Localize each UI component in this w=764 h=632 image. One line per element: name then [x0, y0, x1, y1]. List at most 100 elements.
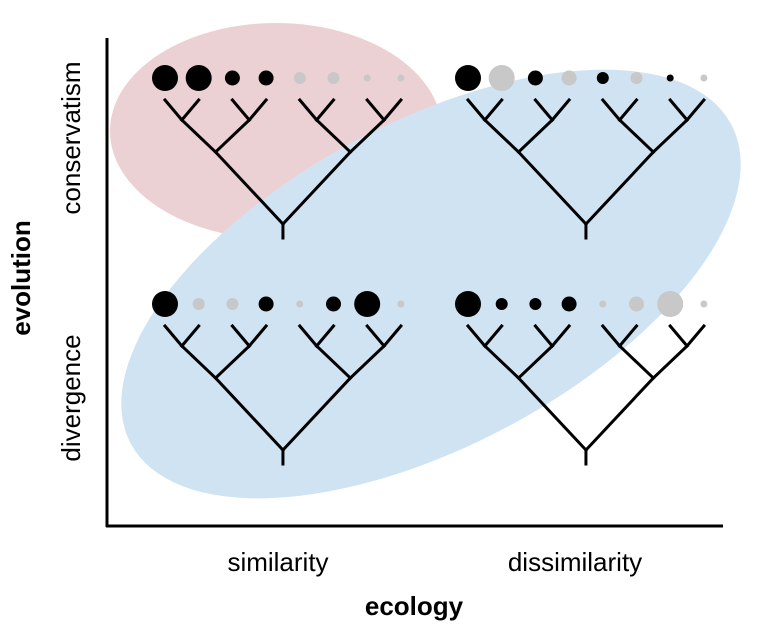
tree-branch: [482, 97, 504, 123]
tree-branch: [381, 97, 404, 123]
tip-trait-dot: [529, 298, 542, 310]
y-category-divergence: divergence: [56, 334, 86, 461]
tip-trait-dot: [455, 291, 481, 317]
phylogenetic-signal-region: [121, 69, 741, 499]
tree-branch: [516, 375, 589, 453]
panel-conservatism-similarity: [152, 65, 405, 240]
tip-trait-dot: [327, 72, 340, 84]
tree-branch: [465, 97, 487, 123]
tree-branch: [583, 149, 656, 227]
tree-branch: [213, 117, 252, 155]
tree-branch: [247, 323, 269, 349]
tree-branch: [516, 343, 555, 381]
tree-branch: [668, 323, 690, 349]
tree-branch: [550, 97, 572, 123]
tip-trait-dot: [258, 296, 274, 312]
tree-branch: [213, 343, 252, 381]
tip-trait-dot: [455, 65, 481, 91]
tree-branch: [179, 323, 201, 349]
tip-trait-dot: [561, 296, 577, 312]
tip-trait-dot: [224, 70, 240, 86]
tree-branch: [381, 323, 404, 349]
tree-branch: [297, 323, 319, 349]
tree-branch: [600, 323, 622, 349]
tip-trait-dot: [629, 296, 644, 312]
tree-branch: [651, 117, 690, 155]
tip-trait-dot: [666, 74, 674, 82]
tip-trait-dot: [293, 72, 306, 84]
tree-branch: [533, 323, 555, 349]
tree-branch: [179, 97, 201, 123]
tip-trait-dot: [152, 291, 178, 317]
x-category-dissimilarity: dissimilarity: [508, 547, 642, 577]
tree-branch: [297, 97, 319, 123]
tree-branch: [314, 117, 353, 155]
tree-branch: [533, 97, 555, 123]
tree-branch: [247, 97, 269, 123]
tree-branch: [482, 343, 521, 381]
tip-trait-dot: [152, 65, 178, 91]
tree-branch: [314, 323, 336, 349]
tree-branch: [668, 97, 690, 123]
tree-branch: [583, 375, 656, 453]
tree-branch: [162, 323, 184, 349]
panel-divergence-similarity: [152, 291, 405, 466]
tip-trait-dot: [657, 291, 684, 317]
tip-trait-dot: [363, 74, 371, 82]
tree-branch: [684, 97, 707, 123]
tree-branch: [600, 97, 622, 123]
tip-trait-dot: [596, 72, 609, 84]
tree-branch: [365, 323, 387, 349]
tree-branch: [348, 117, 387, 155]
tree-branch: [465, 323, 487, 349]
tree-branch: [617, 323, 639, 349]
tree-branch: [230, 97, 252, 123]
y-axis-title: evolution: [6, 220, 36, 336]
tip-trait-dot: [495, 298, 508, 310]
tree-branch: [482, 117, 521, 155]
tree-branch: [213, 375, 286, 453]
tree-branch: [162, 97, 184, 123]
tip-trait-dot: [397, 74, 405, 82]
tip-trait-dot: [561, 70, 577, 86]
tip-trait-dot: [599, 300, 607, 308]
tree-branch: [617, 97, 639, 123]
x-axis-title: ecology: [365, 591, 464, 621]
tip-trait-dot: [185, 65, 212, 91]
tip-trait-dot: [700, 74, 708, 82]
tip-trait-dot: [354, 291, 381, 317]
tree-branch: [179, 343, 218, 381]
tip-trait-dot: [258, 70, 274, 86]
tree-branch: [280, 149, 353, 227]
x-category-similarity: similarity: [227, 547, 328, 577]
tree-branch: [280, 375, 353, 453]
tip-trait-dot: [192, 298, 205, 310]
tree-branch: [550, 323, 572, 349]
tree-branch: [684, 323, 707, 349]
tree-branch: [348, 343, 387, 381]
tree-branch: [314, 343, 353, 381]
panel-divergence-dissimilarity: [455, 291, 708, 466]
tip-trait-dot: [226, 298, 239, 310]
tip-trait-dot: [326, 296, 341, 312]
tip-trait-dot: [527, 70, 543, 86]
panel-conservatism-dissimilarity: [455, 65, 708, 240]
tip-trait-dot: [700, 300, 708, 308]
tree-branch: [516, 149, 589, 227]
y-category-conservatism: conservatism: [56, 61, 86, 214]
tree-branch: [651, 343, 690, 381]
tree-branch: [314, 97, 336, 123]
tip-trait-dot: [630, 72, 643, 84]
tree-branch: [179, 117, 218, 155]
tree-branch: [230, 323, 252, 349]
tree-branch: [482, 323, 504, 349]
tree-branch: [617, 343, 656, 381]
tip-trait-dot: [488, 65, 515, 91]
tree-branch: [213, 149, 286, 227]
tree-branch: [516, 117, 555, 155]
tree-branch: [365, 97, 387, 123]
tree-branch: [617, 117, 656, 155]
tip-trait-dot: [397, 300, 405, 308]
tip-trait-dot: [296, 300, 304, 308]
